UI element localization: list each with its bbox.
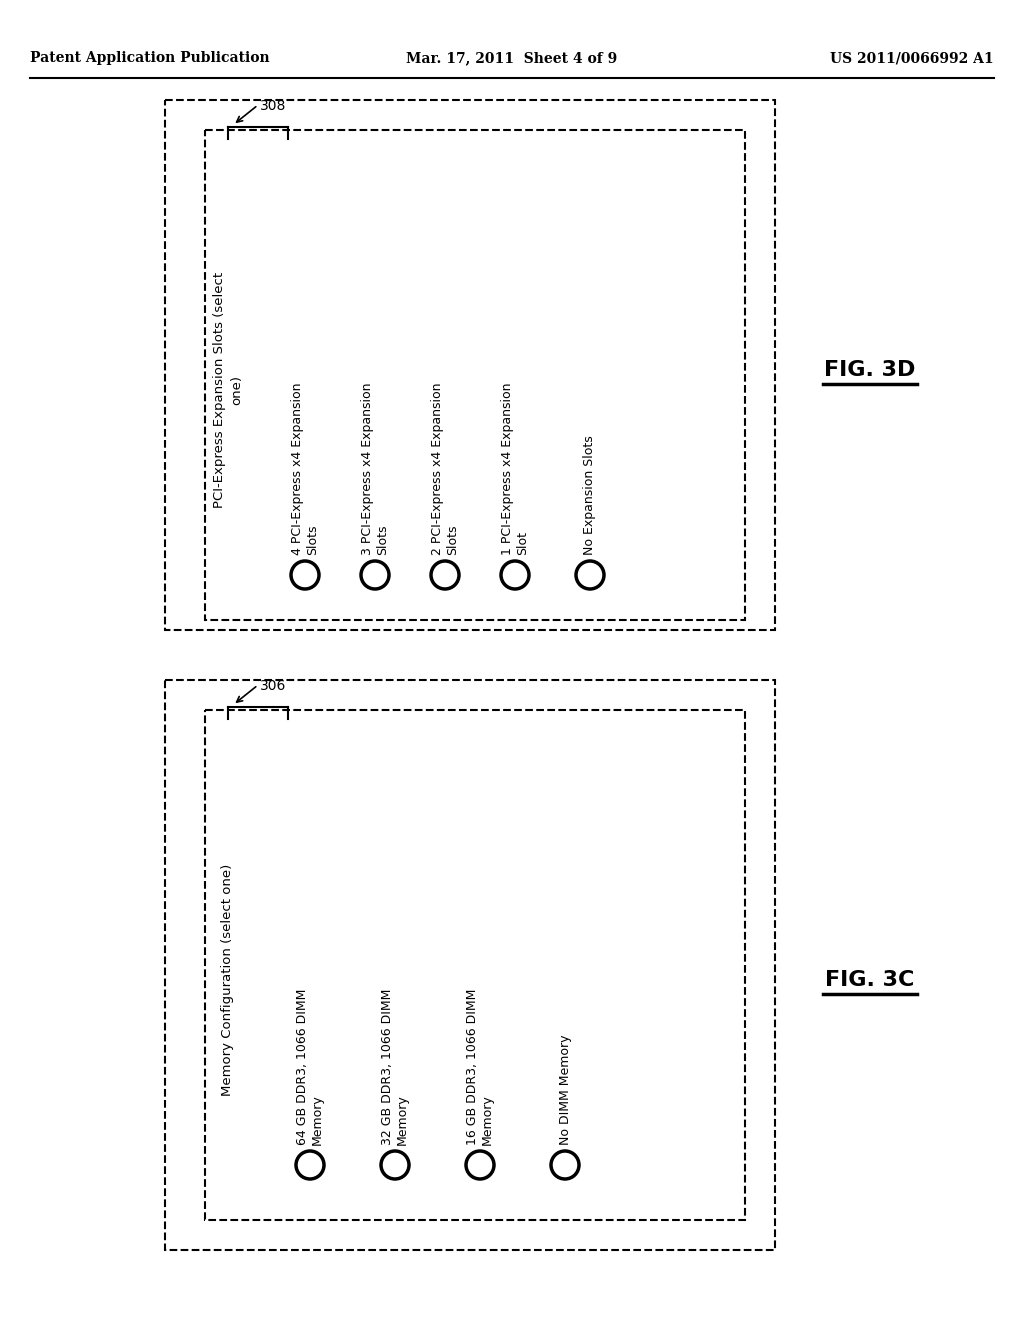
Text: No DIMM Memory: No DIMM Memory <box>558 1035 571 1144</box>
Text: No Expansion Slots: No Expansion Slots <box>584 436 597 554</box>
Text: US 2011/0066992 A1: US 2011/0066992 A1 <box>830 51 994 65</box>
Text: 16 GB DDR3, 1066 DIMM
Memory: 16 GB DDR3, 1066 DIMM Memory <box>466 989 494 1144</box>
Text: 306: 306 <box>260 678 287 693</box>
Bar <box>205 129 745 620</box>
Bar <box>205 710 745 1220</box>
Text: FIG. 3D: FIG. 3D <box>824 360 915 380</box>
Text: 308: 308 <box>260 99 287 114</box>
Text: 2 PCI-Express x4 Expansion
Slots: 2 PCI-Express x4 Expansion Slots <box>431 383 459 554</box>
Text: 32 GB DDR3, 1066 DIMM
Memory: 32 GB DDR3, 1066 DIMM Memory <box>381 989 409 1144</box>
Text: FIG. 3C: FIG. 3C <box>825 970 914 990</box>
Text: Patent Application Publication: Patent Application Publication <box>30 51 269 65</box>
Text: Mar. 17, 2011  Sheet 4 of 9: Mar. 17, 2011 Sheet 4 of 9 <box>407 51 617 65</box>
Text: 1 PCI-Express x4 Expansion
Slot: 1 PCI-Express x4 Expansion Slot <box>501 383 529 554</box>
Text: 64 GB DDR3, 1066 DIMM
Memory: 64 GB DDR3, 1066 DIMM Memory <box>296 989 324 1144</box>
Bar <box>165 100 775 630</box>
Bar <box>165 680 775 1250</box>
Text: Memory Configuration (select one): Memory Configuration (select one) <box>221 863 234 1096</box>
Text: 4 PCI-Express x4 Expansion
Slots: 4 PCI-Express x4 Expansion Slots <box>291 383 319 554</box>
Text: PCI-Express Expansion Slots (select
one): PCI-Express Expansion Slots (select one) <box>213 272 243 508</box>
Text: 3 PCI-Express x4 Expansion
Slots: 3 PCI-Express x4 Expansion Slots <box>361 383 389 554</box>
